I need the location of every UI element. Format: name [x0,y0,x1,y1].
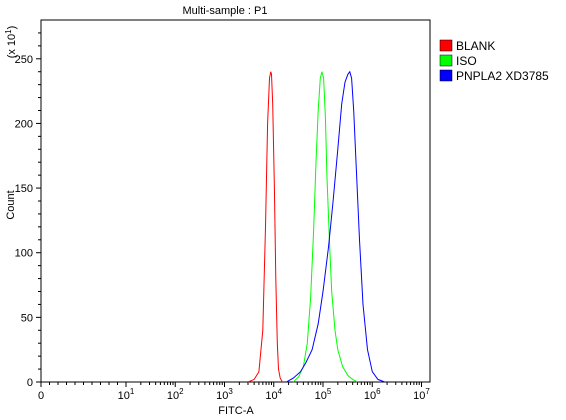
x-axis-title: FITC-A [218,405,254,417]
y-multiplier-base: (x 10 [6,34,18,58]
chart-title: Multi-sample : P1 [183,5,268,17]
x-tick-label: 103 [216,387,233,402]
y-multiplier-exp: 1 [4,29,13,34]
plot-area: 0 50 100 150 200 250 0 101 102 103 104 105 106 107 [15,19,431,402]
series-line-blank [247,71,283,383]
y-tick-label: 250 [15,54,33,66]
y-tick-label: 200 [15,118,33,130]
legend-label-iso: ISO [456,54,477,68]
y-tick-label: 50 [21,312,33,324]
y-axis-title: Count [5,190,17,219]
y-tick-label: 150 [15,183,33,195]
x-tick-label: 107 [413,387,430,402]
legend-label-blank: BLANK [456,39,495,53]
series-line-pnpla2-xd3785 [286,70,385,383]
x-tick-label: 101 [118,387,135,402]
x-tick-label: 104 [265,387,282,402]
legend-swatch-pnpla2-xd3785 [439,69,453,82]
x-tick-label: 105 [315,387,332,402]
y-tick-label: 100 [15,248,33,260]
legend-label-pnpla2-xd3785: PNPLA2 XD3785 [456,69,549,83]
x-tick-label: 102 [167,387,184,402]
series-line-iso [292,71,358,383]
legend-swatch-iso [439,54,453,67]
y-multiplier-label: (x 101) [4,26,18,59]
x-tick-label: 106 [364,387,381,402]
y-tick-label: 0 [27,377,33,389]
legend-swatch-blank [439,39,453,52]
y-multiplier-close: ) [6,26,18,30]
x-tick-label: 0 [38,390,44,402]
